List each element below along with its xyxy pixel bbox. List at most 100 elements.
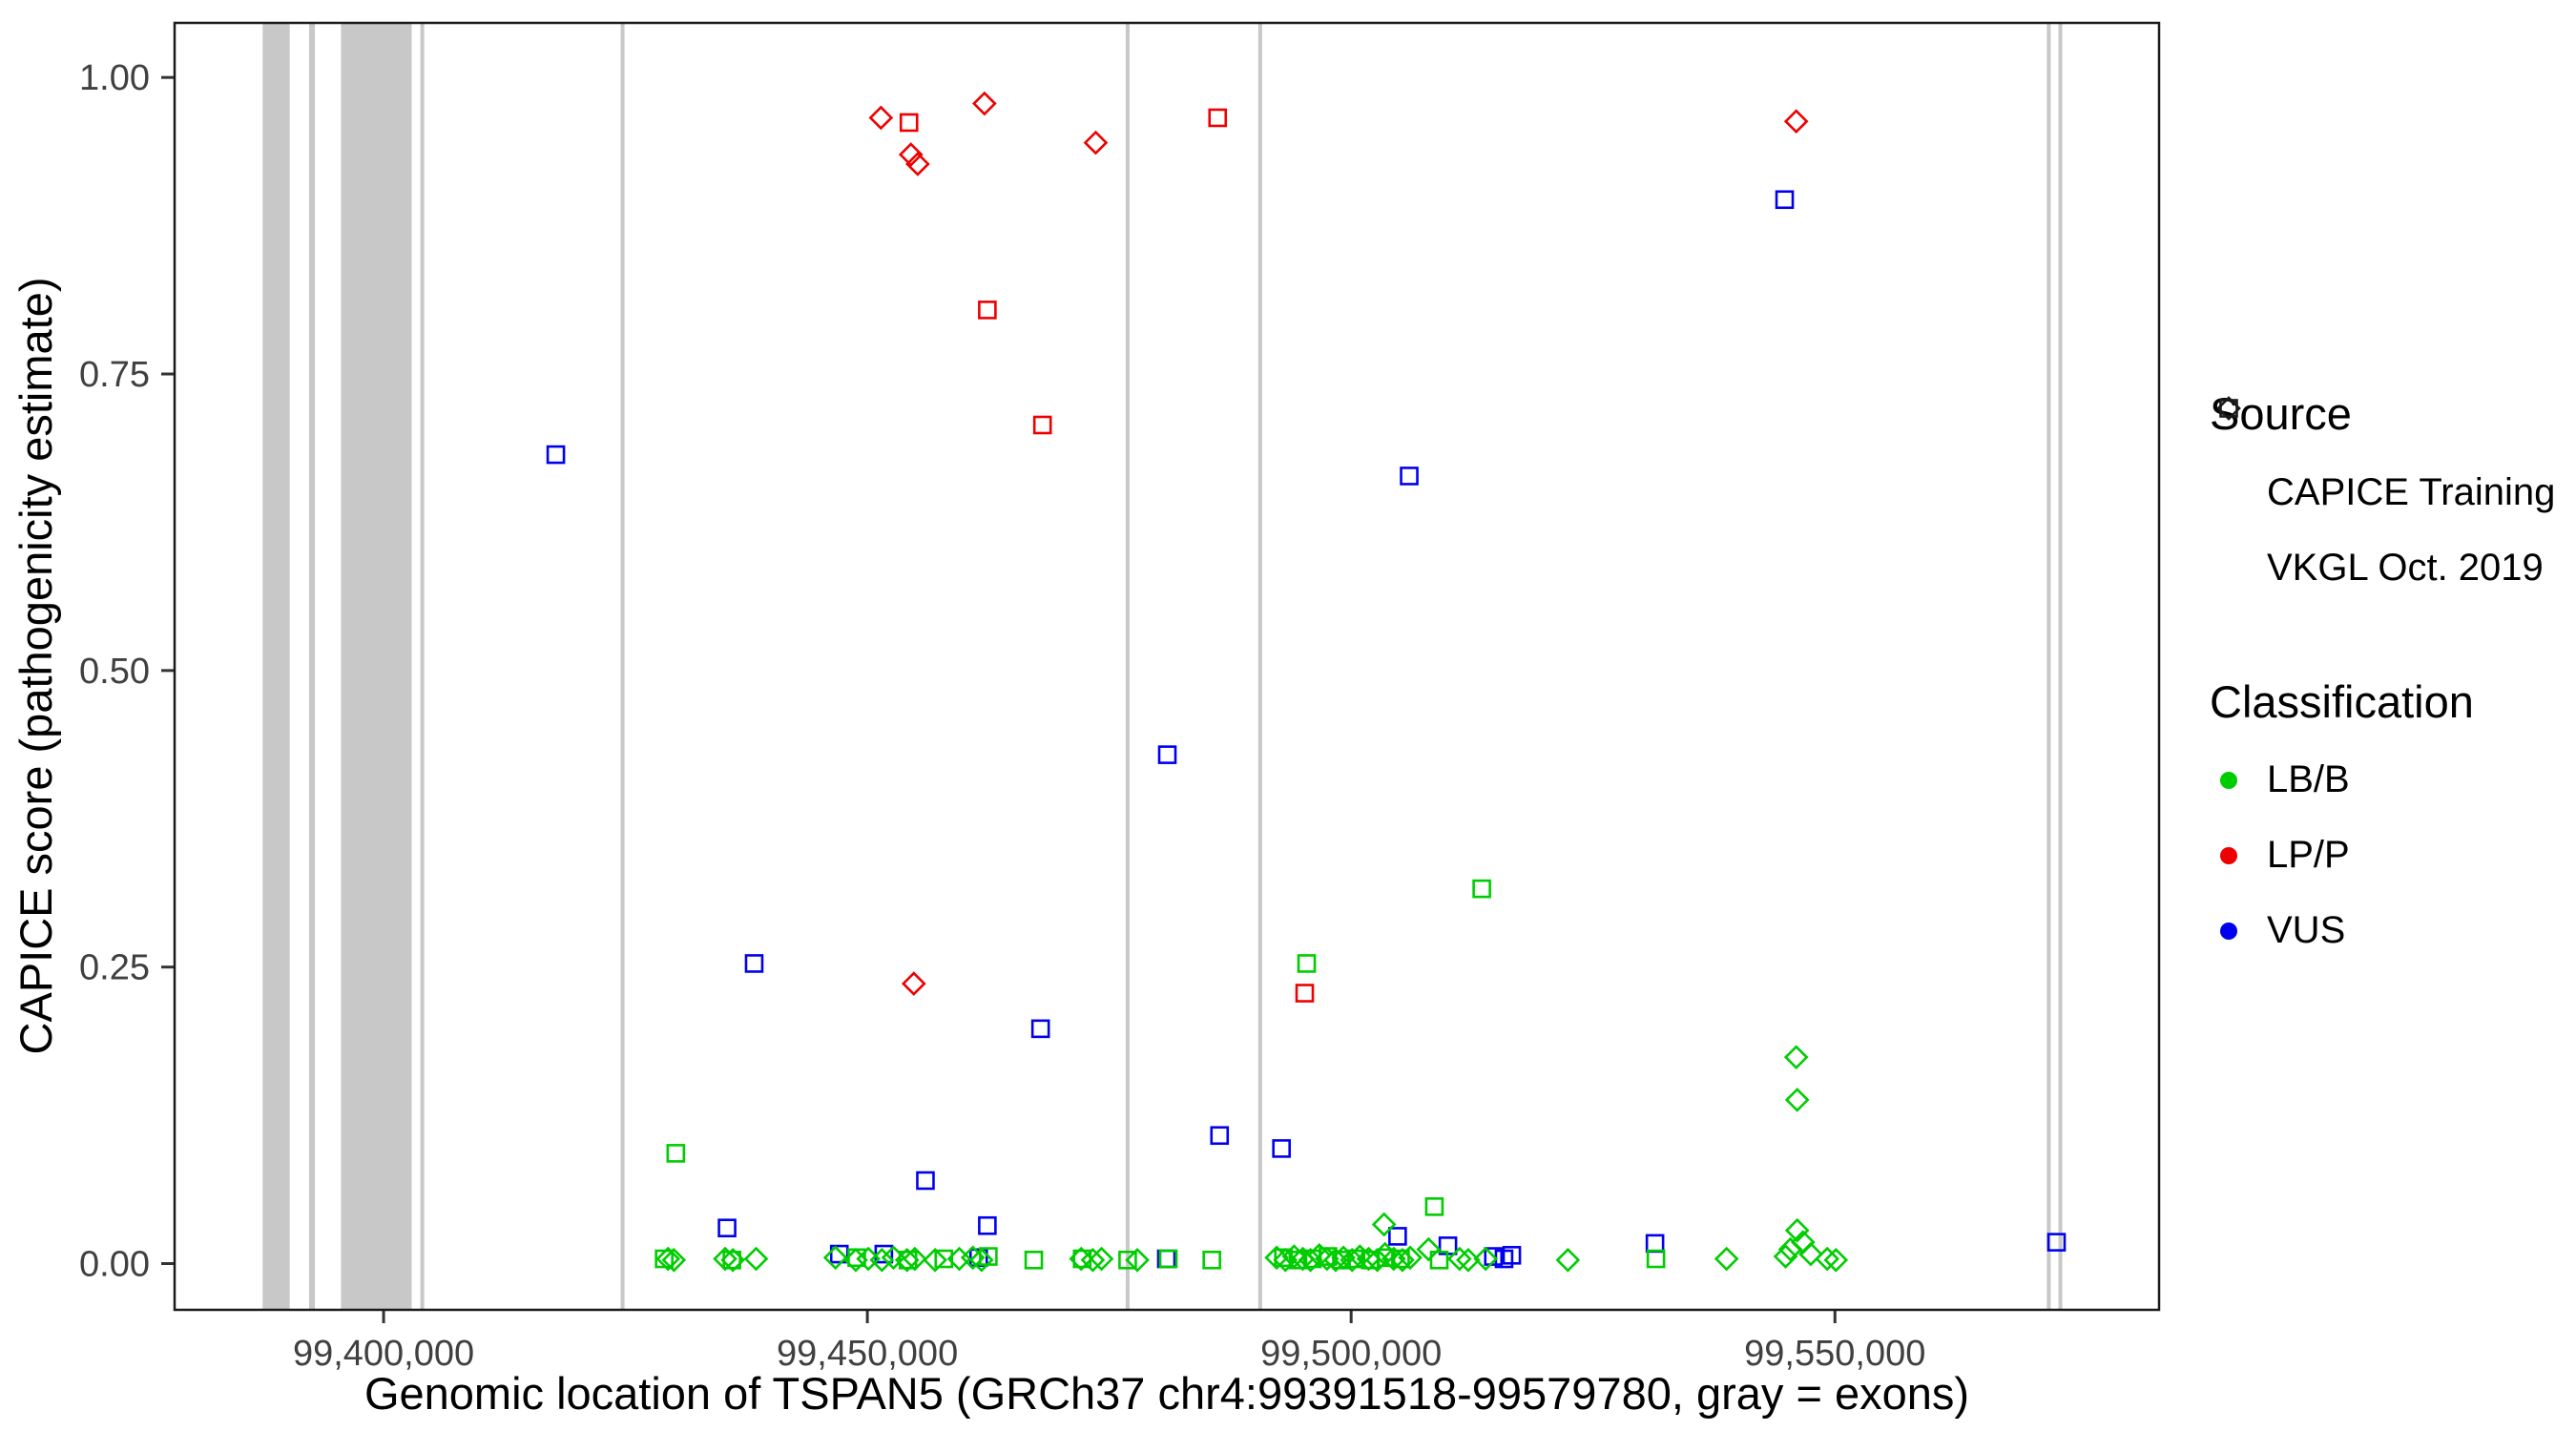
exon-band [2046,23,2051,1310]
legend-item-label: LB/B [2267,758,2350,801]
data-point-diamond [971,91,997,116]
data-point-square [1024,1250,1044,1270]
exon-band [1257,23,1262,1310]
data-point-diamond [1714,1246,1739,1272]
x-axis-tick-label: 99,400,000 [293,1334,474,1374]
data-point-diamond [869,1247,895,1273]
data-point-square [1502,1246,1522,1265]
data-point-diamond [868,105,894,131]
data-point-diamond [901,971,926,996]
data-point-square [1346,1249,1366,1269]
x-axis-tick-label: 99,500,000 [1260,1334,1442,1374]
data-point-square [1157,745,1177,764]
blue-dot-icon [2210,912,2248,950]
exon-band [2058,23,2063,1310]
data-point-square [1288,1250,1308,1270]
legend-item-vkgl[interactable]: VKGL Oct. 2019 [2210,399,2555,590]
data-point-square [2046,1233,2067,1252]
legend-item-vus[interactable]: VUS [2210,909,2555,952]
data-point-diamond [655,1246,681,1272]
data-point-square [1424,1197,1444,1216]
data-point-square [978,1215,997,1235]
exon-band [308,23,316,1310]
data-point-square [546,445,566,465]
series-vkgl-lbb [654,879,1666,1270]
data-point-square [968,1248,988,1268]
legend-item-lbb[interactable]: LB/B [2210,758,2555,801]
data-point-square [1388,1227,1407,1246]
data-point-diamond [923,1247,947,1273]
x-axis-title: Genomic location of TSPAN5 (GRCh37 chr4:… [364,1368,1969,1419]
data-point-square [916,1171,935,1191]
y-axis-tick-label: 0.00 [79,1245,150,1285]
data-point-diamond [1089,1246,1114,1272]
data-point-square [1645,1234,1665,1254]
legend-item-label: VKGL Oct. 2019 [2267,546,2544,589]
series-vkgl-vus [546,190,2067,1269]
data-point-diamond [1264,1245,1289,1271]
legend-source-group: Source CAPICE Training VKGL Oct. 2019 [2210,389,2555,590]
exon-band [620,23,625,1310]
data-point-diamond [1783,109,1809,135]
data-point-diamond [661,1247,687,1273]
data-point-diamond [1080,1247,1106,1273]
data-point-square [978,301,997,320]
data-point-square [654,1249,674,1269]
data-point-square [1319,1247,1338,1266]
data-point-square [847,1248,866,1268]
legend-item-capice-training[interactable]: CAPICE Training [2210,396,2556,514]
data-points [546,91,2067,1273]
data-point-square [1118,1250,1137,1270]
series-training-lbb [655,1045,1849,1273]
data-point-diamond [1555,1247,1581,1273]
legend-classification-group: Classification LB/B LP/P VUS [2210,676,2555,953]
data-point-square [1472,879,1491,899]
data-point-square [1484,1247,1504,1266]
series-training-lpp [868,91,1809,996]
data-point-square [1210,1126,1230,1146]
y-axis-tick-label: 0.25 [79,948,150,988]
exon-band [1125,23,1130,1310]
data-point-square [1272,1139,1291,1158]
data-point-diamond [1323,1247,1348,1273]
data-point-square [1400,467,1419,486]
data-point-diamond [1815,1246,1839,1272]
data-point-square [1429,1250,1449,1270]
series-vkgl-lpp [899,108,1315,1003]
data-point-square [722,1250,741,1270]
data-point-square [1775,190,1795,210]
data-point-square [979,1247,998,1266]
exon-band [262,23,290,1310]
data-point-diamond [1784,1217,1810,1243]
data-point-square [1297,954,1317,973]
data-point-diamond [1083,130,1109,156]
data-point-square [744,954,764,973]
panel-border [173,21,2161,1312]
data-point-square [899,113,919,133]
green-dot-icon [2210,761,2248,799]
data-point-diamond [1416,1236,1442,1262]
data-point-diamond [1784,1088,1810,1112]
data-point-diamond [1473,1246,1498,1272]
diamond-marker-icon [2210,396,2248,511]
data-point-diamond [1398,1245,1423,1271]
legend-item-label: CAPICE Training [2267,470,2556,513]
data-point-diamond [1773,1244,1798,1269]
data-point-square [1295,984,1315,1003]
data-point-square [1032,415,1052,435]
exon-band [420,23,425,1310]
data-point-square [1202,1250,1221,1270]
exon-bands [262,23,2063,1310]
legend-item-lpp[interactable]: LP/P [2210,834,2555,877]
data-point-square [1332,1250,1351,1270]
data-point-square [1391,1249,1410,1269]
data-point-diamond [1783,1045,1809,1070]
data-point-diamond [822,1245,848,1271]
data-point-square [1072,1249,1092,1269]
y-axis-tick-label: 0.50 [79,652,150,692]
data-point-diamond [1446,1246,1472,1272]
y-axis-tick-label: 0.75 [79,355,150,395]
red-dot-icon [2210,837,2248,875]
